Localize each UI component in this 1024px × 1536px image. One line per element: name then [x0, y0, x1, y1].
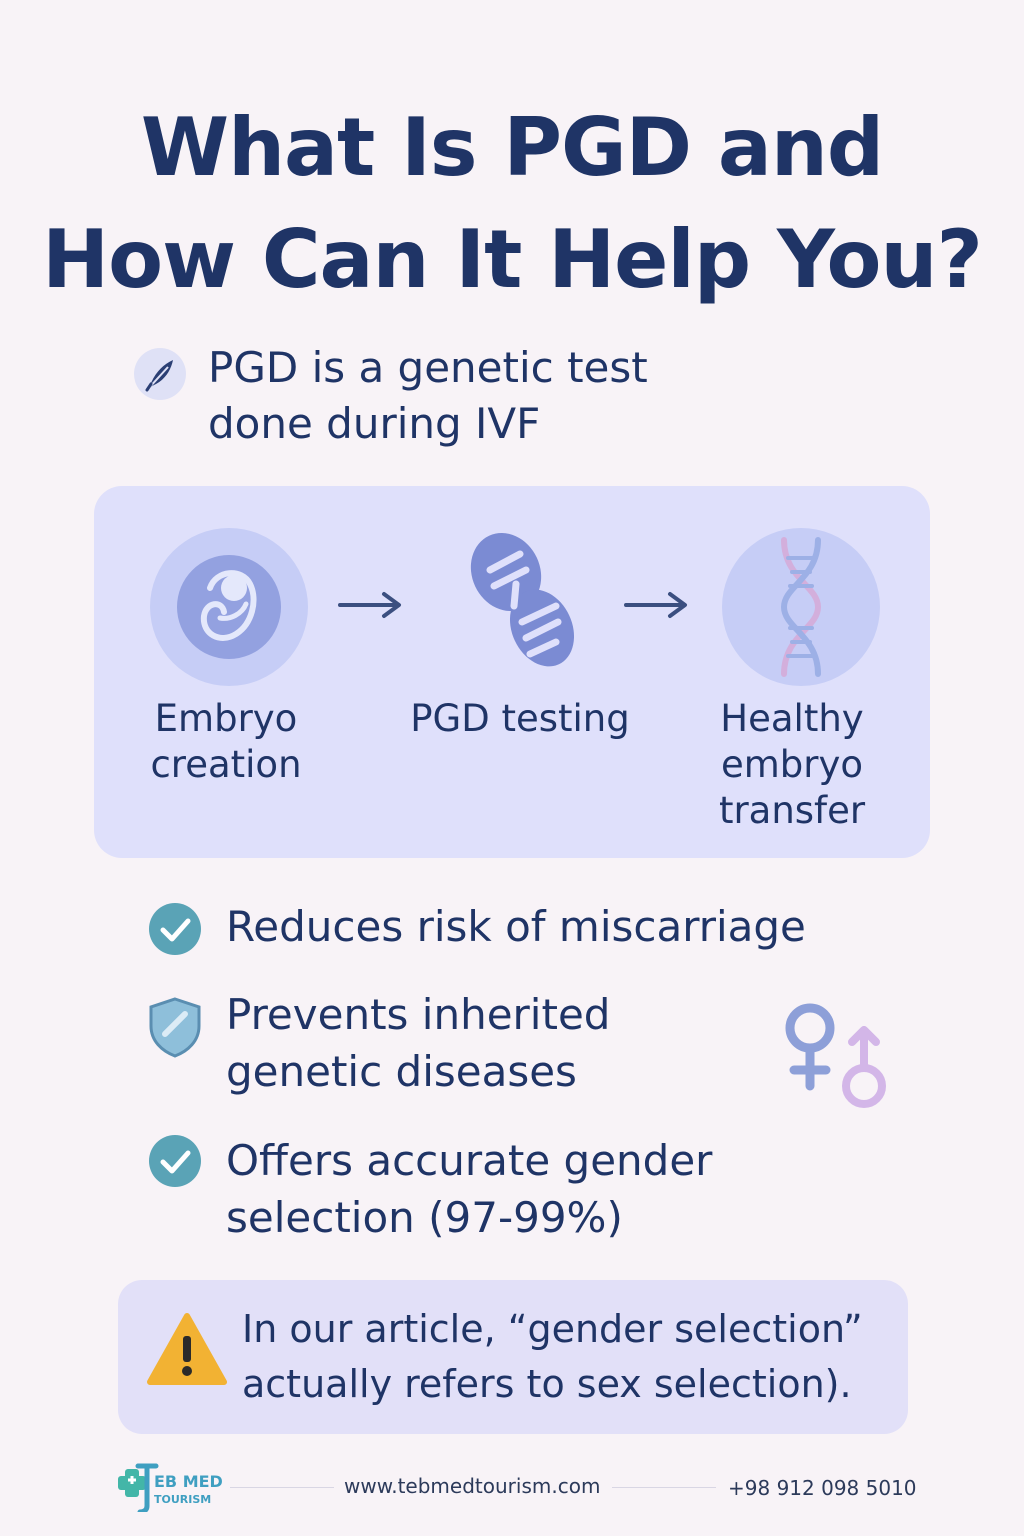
arrow-right-icon — [624, 590, 690, 624]
benefit-line: Prevents inherited — [226, 990, 611, 1039]
benefit-item: Reduces risk of miscarriage — [226, 898, 806, 955]
shield-icon — [146, 996, 204, 1062]
website-link[interactable]: www.tebmedtourism.com — [344, 1474, 601, 1498]
note-line: actually refers to sex selection). — [242, 1362, 852, 1406]
step-label-line: embryo — [720, 743, 864, 786]
step-label-line: Healthy — [720, 697, 864, 740]
divider — [612, 1487, 716, 1488]
intro-line-1: PGD is a genetic test — [208, 343, 648, 392]
intro-line-2: done during IVF — [208, 399, 541, 448]
arrow-right-icon — [338, 590, 404, 624]
benefit-line: genetic diseases — [226, 1047, 577, 1096]
title-line-1: What Is PGD and — [140, 101, 884, 194]
benefit-line: selection (97-99%) — [226, 1193, 623, 1242]
dna-test-icon — [464, 530, 584, 670]
benefit-line: Offers accurate gender — [226, 1136, 713, 1185]
divider — [230, 1487, 334, 1488]
intro-text: PGD is a genetic test done during IVF — [208, 340, 768, 452]
quill-icon — [134, 348, 186, 400]
step-label-line: creation — [150, 743, 302, 786]
title-line-2: How Can It Help You? — [42, 213, 983, 306]
medical-cross-icon — [118, 1463, 159, 1512]
embryo-icon — [150, 528, 308, 686]
process-panel: Embryo creation PGD testing Healthy embr… — [94, 486, 930, 858]
gender-symbols-icon — [776, 1000, 896, 1116]
step-label-line: transfer — [718, 789, 866, 832]
check-circle-icon — [148, 1134, 202, 1192]
step-embryo-creation: Embryo creation — [116, 696, 336, 788]
benefit-line: Reduces risk of miscarriage — [226, 902, 806, 951]
warning-icon — [146, 1312, 228, 1392]
logo-sub-text: TOURISM — [154, 1493, 212, 1506]
step-healthy-transfer: Healthy embryo transfer — [682, 696, 902, 834]
step-label-line: PGD testing — [410, 697, 630, 740]
benefit-item: Prevents inherited genetic diseases — [226, 986, 610, 1100]
check-circle-icon — [148, 902, 202, 960]
note-text: In our article, “gender selection” actua… — [242, 1302, 902, 1412]
step-pgd-testing: PGD testing — [384, 696, 656, 742]
phone-number: +98 912 098 5010 — [728, 1476, 917, 1500]
page-title: What Is PGD and How Can It Help You? — [0, 92, 1024, 316]
dna-icon — [722, 528, 880, 686]
step-label-line: Embryo — [154, 697, 298, 740]
logo-main-text: EB MED — [154, 1472, 223, 1491]
note-line: In our article, “gender selection” — [242, 1307, 863, 1351]
benefit-item: Offers accurate gender selection (97-99%… — [226, 1132, 712, 1246]
logo: EB MED TOURISM — [116, 1460, 223, 1516]
note-box: In our article, “gender selection” actua… — [118, 1280, 908, 1434]
